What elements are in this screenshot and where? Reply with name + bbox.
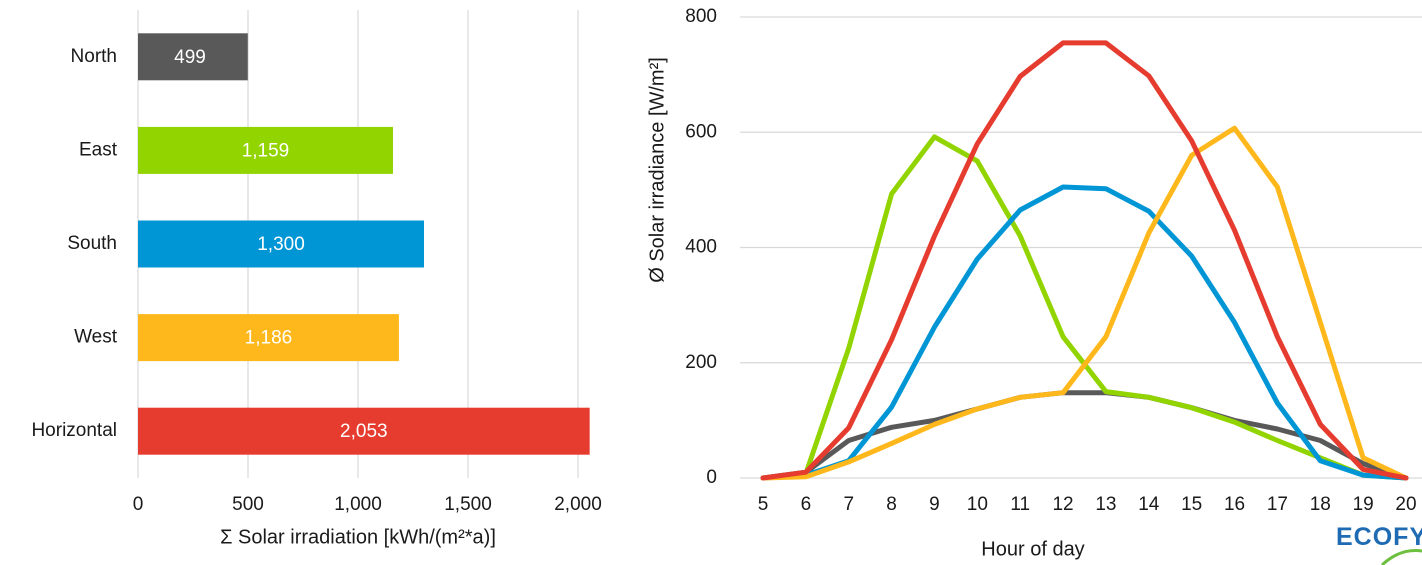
category-label: West (74, 327, 118, 348)
x-tick-label: 9 (929, 494, 940, 515)
x-tick-label: 12 (1052, 494, 1073, 515)
bar-value-label: 1,186 (245, 328, 293, 349)
bar-value-label: 2,053 (340, 421, 388, 442)
bar (138, 33, 248, 81)
bar-value-label: 499 (174, 47, 206, 68)
x-tick-label: 14 (1138, 494, 1160, 515)
x-tick-label: 5 (758, 494, 769, 515)
x-tick-label: 17 (1267, 494, 1288, 515)
series-line (760, 125, 1409, 481)
bar (138, 314, 399, 362)
y-tick-label: 200 (685, 352, 717, 373)
bar-value-label: 1,300 (257, 234, 305, 255)
x-tick-label: 2,000 (554, 494, 602, 515)
x-tick-label: 500 (232, 494, 264, 515)
x-tick-label: 1,000 (334, 494, 382, 515)
x-tick-label: 11 (1010, 494, 1030, 515)
x-tick-label: 20 (1395, 494, 1416, 515)
logo-swoosh (1380, 549, 1422, 565)
series-line (760, 40, 1409, 481)
x-tick-label: 18 (1310, 494, 1331, 515)
bar-chart: 0 500 1,000 1,500 2,000 North 499 East 1,159 Sout… (31, 10, 602, 548)
category-label: Horizontal (31, 420, 117, 441)
y-tick-label: 0 (706, 467, 717, 488)
x-tick-label: 7 (843, 494, 854, 515)
x-tick-label: 15 (1181, 494, 1202, 515)
x-tick-label: 19 (1353, 494, 1374, 515)
x-tick-label: 1,500 (444, 494, 492, 515)
ecofys-logo: ECOFYS (1336, 523, 1422, 565)
y-axis-title: Ø Solar irradiance [W/m²] (646, 57, 668, 283)
y-tick-label: 800 (685, 6, 717, 27)
category-label: South (67, 233, 117, 254)
x-tick-label: 13 (1095, 494, 1116, 515)
x-axis-title: Σ Solar irradiation [kWh/(m²*a)] (220, 526, 496, 548)
line-chart: 0 200 400 600 800 5 6 7 8 9 10 11 12 13 14 15 16 17 18 19 20… (646, 6, 1422, 560)
category-label: East (79, 139, 118, 160)
bar (138, 407, 590, 455)
x-axis-title: Hour of day (981, 538, 1084, 560)
bar (138, 126, 393, 174)
series-line (760, 184, 1409, 481)
y-tick-label: 400 (685, 237, 717, 258)
x-tick-label: 10 (967, 494, 988, 515)
logo-text: ECOFYS (1336, 523, 1422, 551)
x-tick-label: 6 (801, 494, 812, 515)
x-tick-label: 16 (1224, 494, 1245, 515)
x-tick-label: 8 (886, 494, 897, 515)
x-tick-label: 0 (133, 494, 144, 515)
bar-value-label: 1,159 (242, 140, 290, 161)
y-tick-label: 600 (685, 121, 717, 142)
bar (138, 220, 424, 268)
category-label: North (71, 46, 117, 67)
